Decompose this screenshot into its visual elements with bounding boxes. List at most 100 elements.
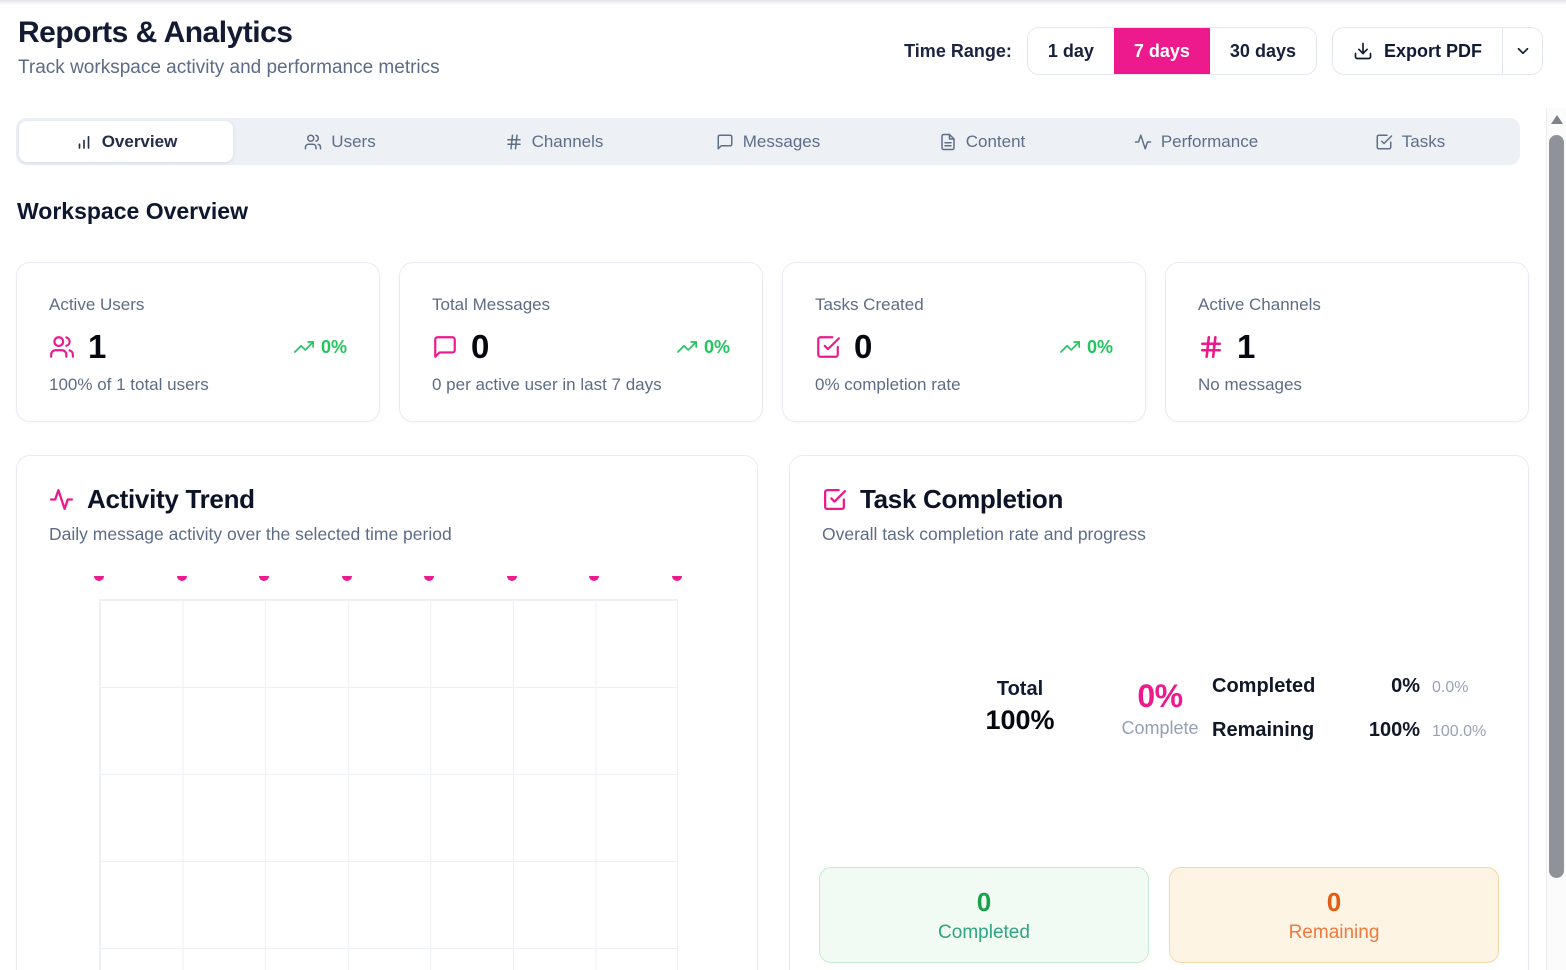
remaining-summary-box: 0 Remaining bbox=[1169, 867, 1499, 963]
stat-trend: 0% bbox=[1059, 337, 1113, 358]
stat-value: 0 bbox=[471, 328, 489, 365]
check-square-icon bbox=[822, 487, 847, 512]
activity-trend-subtitle: Daily message activity over the selected… bbox=[49, 524, 452, 544]
task-completion-title: Task Completion bbox=[860, 484, 1064, 514]
tab-tasks[interactable]: Tasks bbox=[1303, 121, 1517, 162]
vertical-scrollbar bbox=[1546, 108, 1566, 970]
tab-label: Overview bbox=[101, 131, 178, 151]
time-range-segmented-control: 1 day 7 days 30 days bbox=[1026, 27, 1317, 75]
task-percent-complete: 0% Complete bbox=[1090, 678, 1230, 739]
time-range-30days-button[interactable]: 30 days bbox=[1209, 28, 1316, 74]
stat-subtext: 0 per active user in last 7 days bbox=[432, 375, 662, 394]
trending-up-icon bbox=[1059, 337, 1080, 357]
chevron-down-icon bbox=[1514, 42, 1532, 60]
data-point-marker bbox=[177, 576, 187, 581]
remaining-label: Remaining bbox=[1288, 921, 1380, 943]
tab-label: Users bbox=[331, 131, 376, 151]
tab-label: Tasks bbox=[1401, 131, 1446, 151]
task-completion-subtitle: Overall task completion rate and progres… bbox=[822, 524, 1146, 544]
tab-messages[interactable]: Messages bbox=[661, 121, 875, 162]
stat-trend: 0% bbox=[676, 337, 730, 358]
completed-count: 0 bbox=[976, 886, 992, 917]
trending-up-icon bbox=[676, 337, 697, 357]
page-subtitle: Track workspace activity and performance… bbox=[18, 57, 440, 78]
task-legend: Completed 0% 0.0% Remaining 100% 100.0% bbox=[1212, 675, 1486, 742]
stat-label: Active Users bbox=[49, 295, 145, 314]
stat-label: Active Channels bbox=[1198, 295, 1321, 314]
completed-summary-box: 0 Completed bbox=[819, 867, 1149, 963]
activity-icon bbox=[49, 487, 74, 512]
report-tabs: Overview Users Channels Messages Content bbox=[16, 118, 1520, 165]
completed-label: Completed bbox=[938, 921, 1030, 943]
message-icon bbox=[716, 133, 734, 151]
activity-trend-card: Activity Trend Daily message activity ov… bbox=[16, 455, 758, 970]
data-point-marker bbox=[342, 576, 352, 581]
hash-icon bbox=[505, 133, 523, 151]
stat-cards-row: Active Users 1 0% 100% of 1 total users … bbox=[16, 262, 1529, 422]
file-text-icon bbox=[939, 133, 957, 151]
percent-complete-label: Complete bbox=[1121, 718, 1199, 738]
data-point-marker bbox=[259, 576, 269, 581]
stat-label: Total Messages bbox=[432, 295, 551, 314]
stat-card-total-messages: Total Messages 0 0% 0 per active user in… bbox=[399, 262, 763, 422]
legend-row-completed: Completed 0% 0.0% bbox=[1212, 675, 1469, 697]
stat-value: 1 bbox=[1237, 328, 1255, 365]
task-completion-card: Task Completion Overall task completion … bbox=[789, 455, 1529, 970]
task-summary-boxes: 0 Completed 0 Remaining bbox=[819, 867, 1499, 963]
stat-card-tasks-created: Tasks Created 0 0% 0% completion rate bbox=[782, 262, 1146, 422]
percent-complete-value: 0% bbox=[1137, 678, 1183, 714]
page-header: Reports & Analytics Track workspace acti… bbox=[18, 16, 440, 79]
stat-subtext: No messages bbox=[1198, 375, 1302, 394]
header-controls: Time Range: 1 day 7 days 30 days Export … bbox=[904, 27, 1543, 75]
section-title: Workspace Overview bbox=[17, 198, 248, 224]
data-point-marker bbox=[589, 576, 599, 581]
download-icon bbox=[1353, 41, 1373, 61]
export-options-button[interactable] bbox=[1502, 28, 1542, 74]
stat-subtext: 100% of 1 total users bbox=[49, 375, 209, 394]
check-square-icon bbox=[815, 334, 841, 360]
legend-row-remaining: Remaining 100% 100.0% bbox=[1212, 719, 1487, 741]
tab-label: Performance bbox=[1160, 131, 1259, 151]
tab-label: Messages bbox=[742, 131, 821, 151]
scrollbar-up-arrow[interactable] bbox=[1551, 115, 1563, 124]
tab-channels[interactable]: Channels bbox=[447, 121, 661, 162]
activity-icon bbox=[1134, 133, 1152, 151]
tab-label: Channels bbox=[531, 131, 604, 151]
users-icon bbox=[49, 334, 75, 360]
time-range-7days-button[interactable]: 7 days bbox=[1113, 28, 1210, 74]
stat-subtext: 0% completion rate bbox=[815, 375, 961, 394]
activity-trend-title: Activity Trend bbox=[87, 484, 255, 514]
tab-content[interactable]: Content bbox=[875, 121, 1089, 162]
message-icon bbox=[432, 334, 458, 360]
stat-value: 0 bbox=[854, 328, 872, 365]
check-square-icon bbox=[1375, 133, 1393, 151]
stat-label: Tasks Created bbox=[815, 295, 924, 314]
tab-label: Content bbox=[965, 131, 1026, 151]
export-pdf-button[interactable]: Export PDF bbox=[1333, 28, 1502, 74]
data-point-marker bbox=[507, 576, 517, 581]
export-pdf-label: Export PDF bbox=[1383, 40, 1482, 61]
task-total-value: 100% bbox=[985, 705, 1055, 735]
tab-performance[interactable]: Performance bbox=[1089, 121, 1303, 162]
scrollbar-thumb[interactable] bbox=[1549, 135, 1564, 878]
export-split-button: Export PDF bbox=[1331, 27, 1543, 75]
bar-chart-icon bbox=[75, 133, 93, 151]
task-total-label: Total bbox=[996, 678, 1044, 700]
data-point-marker bbox=[672, 576, 682, 581]
time-range-label: Time Range: bbox=[904, 40, 1012, 61]
page-title: Reports & Analytics bbox=[18, 16, 293, 49]
users-icon bbox=[304, 133, 322, 151]
trending-up-icon bbox=[293, 337, 314, 357]
chart-gridlines bbox=[99, 599, 678, 970]
remaining-count: 0 bbox=[1326, 886, 1342, 917]
tab-users[interactable]: Users bbox=[233, 121, 447, 162]
tab-overview[interactable]: Overview bbox=[19, 121, 233, 162]
data-point-marker bbox=[424, 576, 434, 581]
time-range-1day-button[interactable]: 1 day bbox=[1027, 28, 1114, 74]
stat-trend: 0% bbox=[293, 337, 347, 358]
stat-value: 1 bbox=[88, 328, 106, 365]
hash-icon bbox=[1198, 334, 1224, 360]
stat-card-active-users: Active Users 1 0% 100% of 1 total users bbox=[16, 262, 380, 422]
data-point-marker bbox=[94, 576, 104, 581]
